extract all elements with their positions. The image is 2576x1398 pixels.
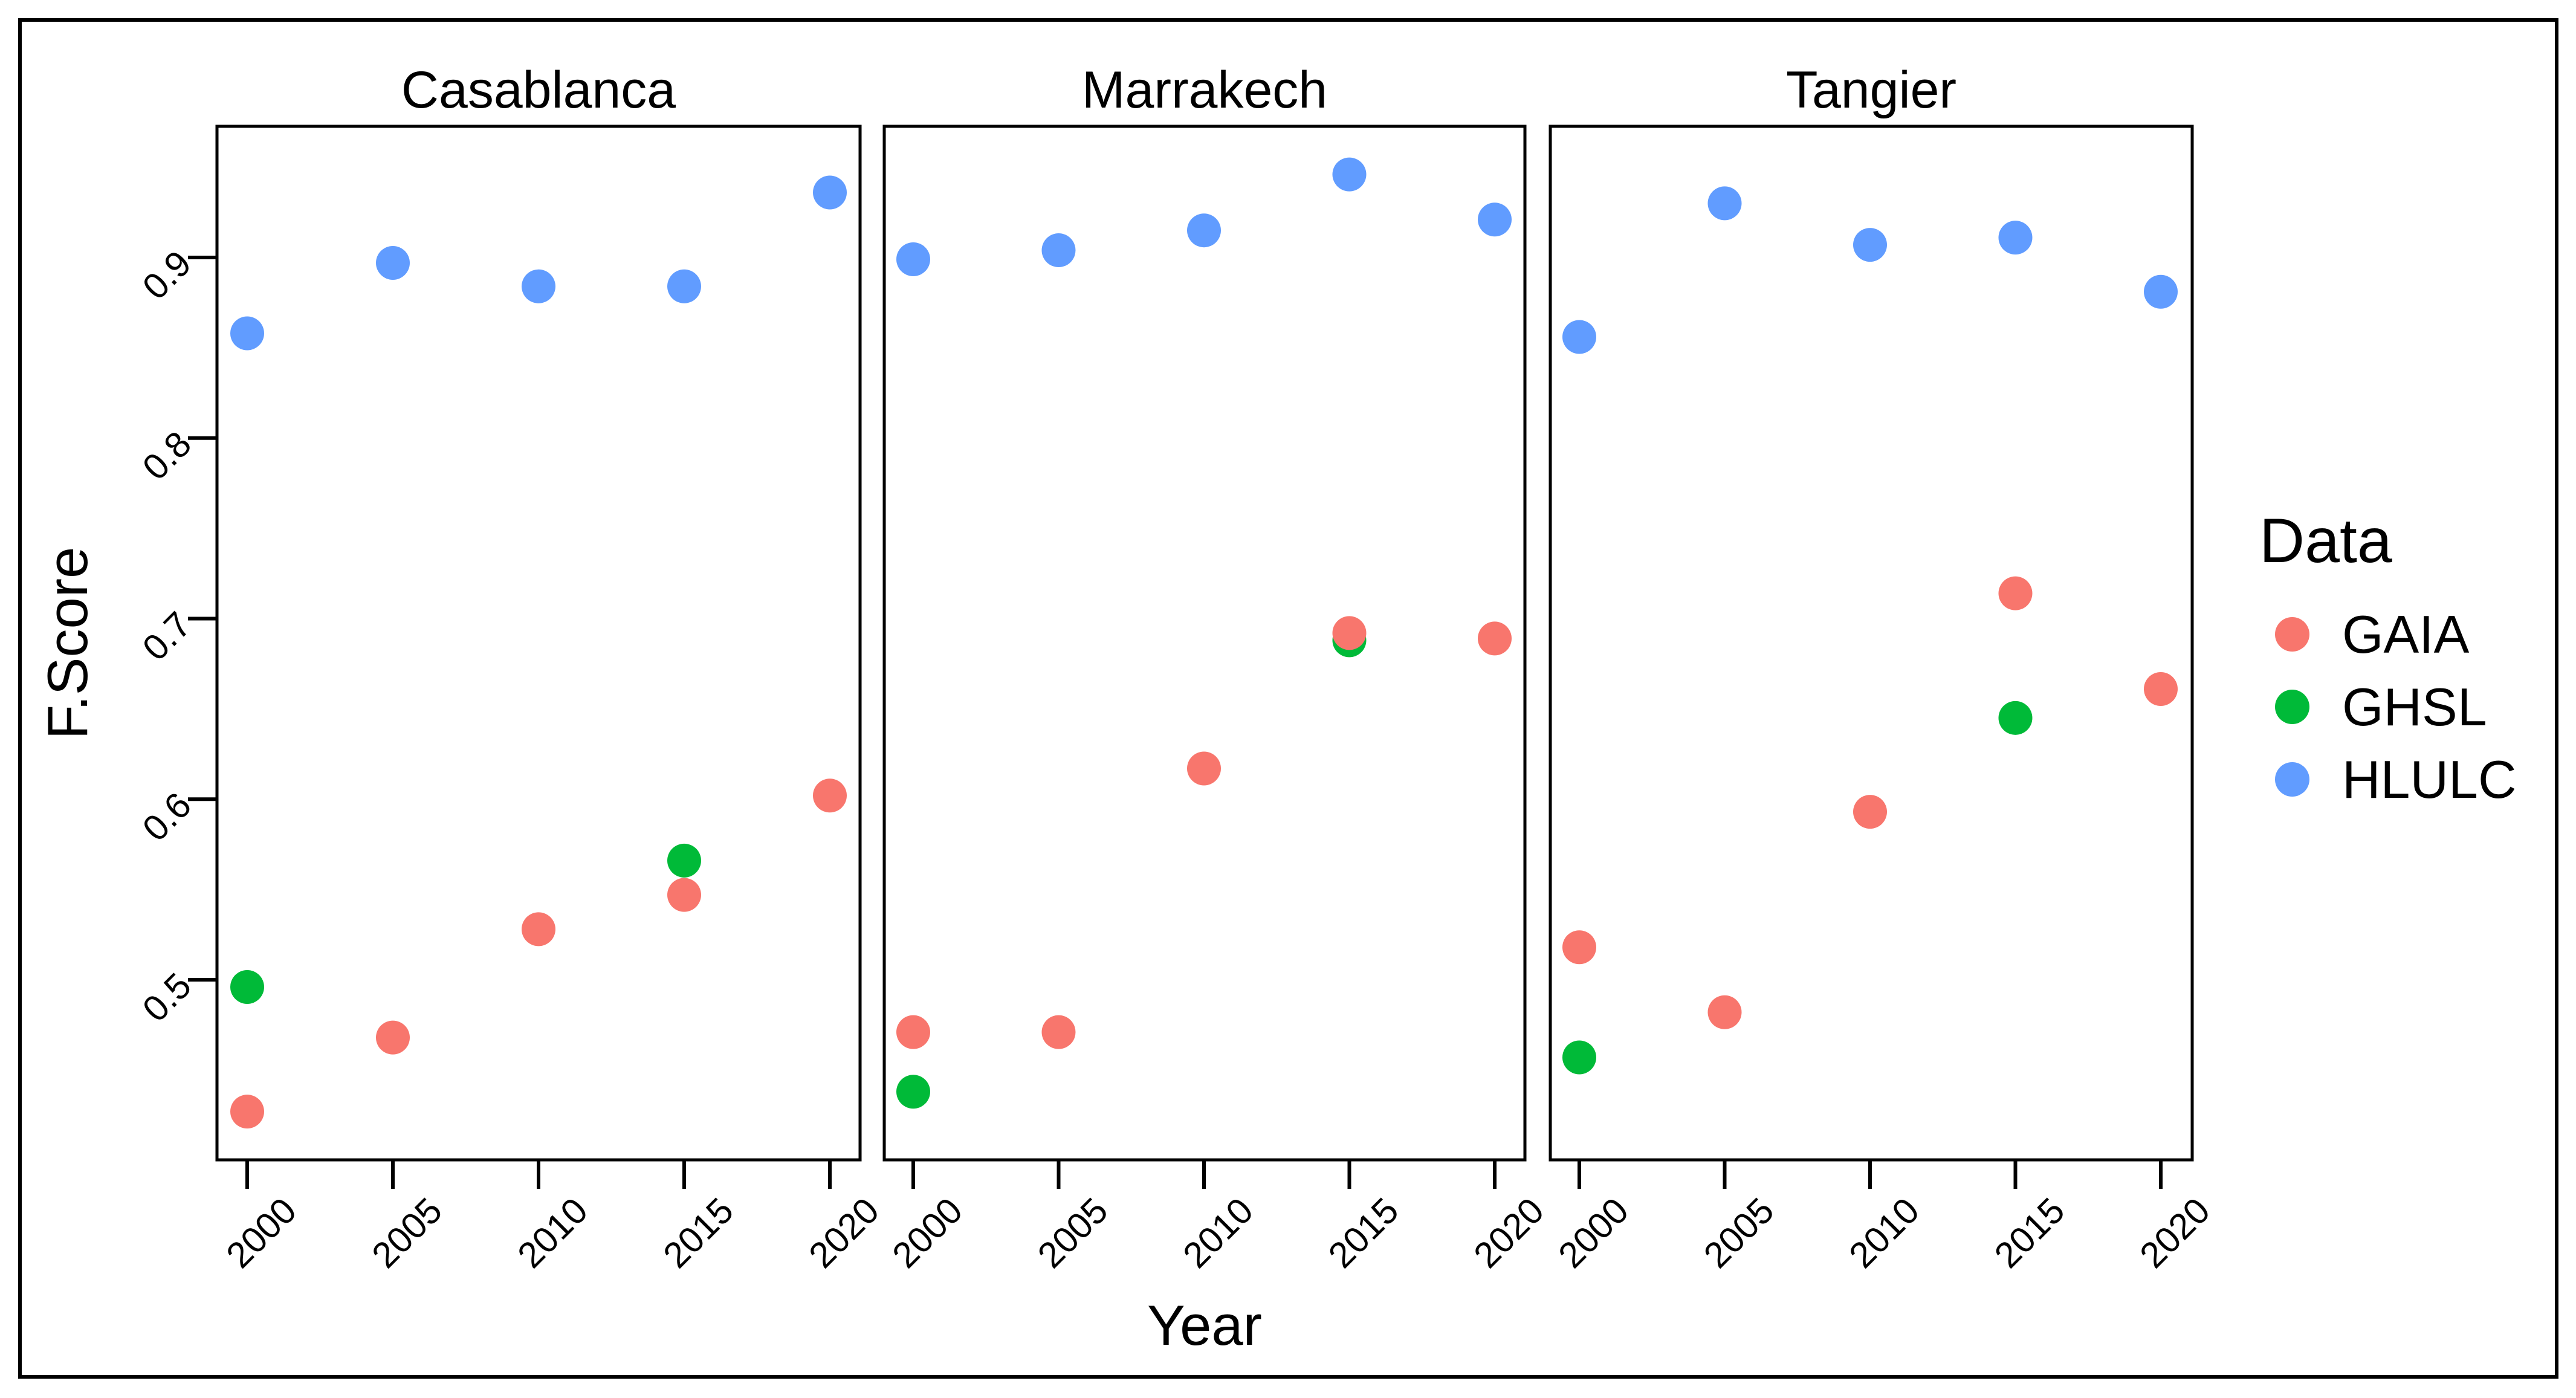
x-tick-label: 2020: [801, 1190, 887, 1276]
x-tick-label: 2020: [2132, 1190, 2218, 1276]
point-tangier-hlulc-2020: [2144, 274, 2178, 309]
x-tick-label: 2000: [1550, 1190, 1636, 1276]
point-casablanca-hlulc-2010: [522, 269, 555, 303]
y-tick-label: 0.6: [135, 785, 199, 849]
x-axis-title: Year: [1147, 1293, 1262, 1357]
y-axis-title: F.Score: [36, 546, 99, 740]
point-tangier-gaia-2020: [2144, 672, 2178, 707]
x-tick-label: 2000: [218, 1190, 304, 1276]
point-tangier-hlulc-2015: [1998, 221, 2033, 255]
legend-item-gaia: GAIA: [2259, 598, 2517, 671]
point-casablanca-gaia-2015: [667, 878, 701, 912]
point-tangier-gaia-2010: [1853, 795, 1887, 829]
x-tick-label: 2005: [364, 1190, 450, 1276]
point-casablanca-gaia-2005: [376, 1020, 410, 1055]
point-tangier-gaia-2015: [1998, 576, 2033, 610]
point-casablanca-gaia-2010: [522, 912, 555, 947]
point-marrakech-ghsl-2000: [896, 1075, 930, 1109]
point-casablanca-hlulc-2005: [376, 245, 410, 280]
y-tick-label: 0.5: [135, 965, 199, 1029]
x-tick-label: 2015: [1321, 1190, 1406, 1276]
point-casablanca-hlulc-2020: [813, 175, 847, 210]
point-marrakech-hlulc-2000: [896, 242, 930, 276]
x-tick-label: 2010: [510, 1190, 595, 1276]
x-tick-label: 2010: [1175, 1190, 1261, 1276]
legend: Data GAIA GHSL HLULC: [2259, 505, 2517, 816]
point-casablanca-ghsl-2015: [667, 843, 701, 878]
x-tick-label: 2020: [1466, 1190, 1552, 1276]
point-tangier-ghsl-2015: [1998, 701, 2033, 735]
facet-title-marrakech: Marrakech: [1081, 61, 1328, 119]
x-tick-label: 2005: [1030, 1190, 1116, 1276]
point-marrakech-gaia-2020: [1478, 621, 1512, 656]
legend-item-ghsl: GHSL: [2259, 671, 2517, 743]
facet-title-tangier: Tangier: [1785, 61, 1957, 119]
point-tangier-gaia-2005: [1707, 995, 1742, 1029]
y-tick-label: 0.7: [135, 604, 199, 668]
x-tick-label: 2015: [1987, 1190, 2073, 1276]
figure-border: [18, 18, 2558, 1379]
point-marrakech-gaia-2010: [1187, 751, 1221, 786]
panel-marrakech: [882, 125, 1527, 1162]
legend-label-hlulc: HLULC: [2342, 749, 2517, 809]
x-tick-label: 2000: [884, 1190, 970, 1276]
x-tick-label: 2005: [1696, 1190, 1782, 1276]
legend-item-hlulc: HLULC: [2259, 743, 2517, 816]
point-marrakech-hlulc-2015: [1332, 157, 1367, 192]
point-casablanca-gaia-2000: [230, 1095, 264, 1129]
y-tick-label: 0.9: [135, 243, 199, 307]
point-marrakech-gaia-2000: [896, 1015, 930, 1049]
x-tick-label: 2015: [655, 1190, 741, 1276]
point-casablanca-hlulc-2000: [230, 316, 264, 351]
y-tick-label: 0.8: [135, 424, 199, 488]
point-marrakech-hlulc-2010: [1187, 213, 1221, 248]
legend-swatch-ghsl-icon: [2275, 690, 2309, 725]
x-tick-label: 2010: [1841, 1190, 1927, 1276]
point-casablanca-ghsl-2000: [230, 969, 264, 1004]
legend-label-ghsl: GHSL: [2342, 676, 2487, 737]
point-tangier-gaia-2000: [1562, 930, 1596, 965]
point-marrakech-hlulc-2005: [1041, 233, 1076, 268]
legend-title: Data: [2259, 506, 2392, 576]
point-casablanca-gaia-2020: [813, 778, 847, 813]
legend-swatch-hlulc-icon: [2275, 762, 2309, 797]
point-tangier-hlulc-2010: [1853, 228, 1887, 262]
point-casablanca-hlulc-2015: [667, 269, 701, 303]
point-tangier-ghsl-2000: [1562, 1040, 1596, 1075]
legend-swatch-gaia-icon: [2275, 617, 2309, 652]
point-tangier-hlulc-2000: [1562, 320, 1596, 354]
point-marrakech-gaia-2015: [1332, 616, 1367, 650]
point-tangier-hlulc-2005: [1707, 186, 1742, 221]
legend-label-gaia: GAIA: [2342, 604, 2470, 664]
facet-title-casablanca: Casablanca: [401, 61, 676, 119]
panel-tangier: [1549, 125, 2194, 1162]
point-marrakech-hlulc-2020: [1478, 202, 1512, 237]
point-marrakech-gaia-2005: [1041, 1015, 1076, 1049]
